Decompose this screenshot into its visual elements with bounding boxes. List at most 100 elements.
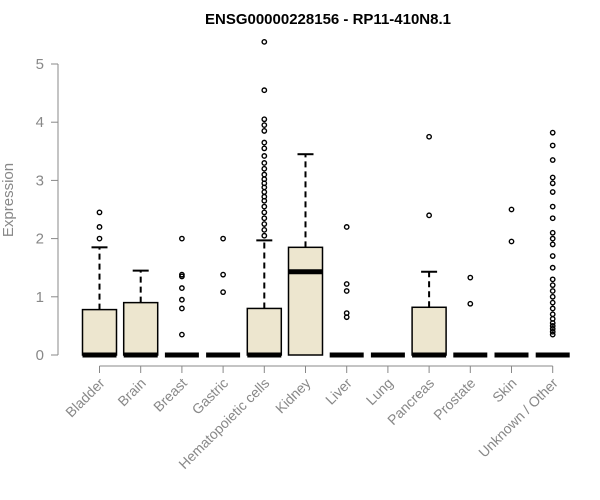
outlier-point xyxy=(549,311,556,318)
x-tick-label: Lung xyxy=(363,375,396,408)
box-unknown-other xyxy=(535,129,570,373)
outlier-point xyxy=(261,128,268,134)
box-liver xyxy=(329,224,364,373)
outlier-point xyxy=(549,328,556,335)
outlier-point xyxy=(343,288,350,294)
outlier-point xyxy=(261,116,268,123)
y-tick-label: 1 xyxy=(36,289,44,306)
outlier-point xyxy=(96,224,103,230)
outlier-point xyxy=(343,310,350,316)
outlier-point xyxy=(549,129,556,136)
outlier-point xyxy=(261,176,268,183)
outlier-point xyxy=(261,139,268,146)
outlier-point xyxy=(261,215,268,222)
outlier-point xyxy=(549,322,556,329)
outlier-point xyxy=(549,325,556,332)
box-prostate xyxy=(453,274,488,373)
outlier-point xyxy=(178,296,185,303)
outlier-point xyxy=(508,238,515,245)
box-hematopoietic-cells xyxy=(246,38,283,373)
outlier-point xyxy=(261,171,268,178)
box-gastric xyxy=(206,235,241,373)
outlier-point xyxy=(261,209,268,216)
y-tick-label: 3 xyxy=(36,172,44,189)
x-tick-label: Kidney xyxy=(272,375,314,417)
outlier-point xyxy=(178,331,185,338)
outlier-point xyxy=(343,281,350,287)
x-tick-label: Liver xyxy=(322,375,355,408)
y-axis-label: Expression xyxy=(0,163,17,237)
x-tick-label: Skin xyxy=(489,375,520,406)
x-tick-label: Brain xyxy=(114,375,148,409)
outlier-point xyxy=(549,288,556,294)
outlier-point xyxy=(467,300,474,307)
outlier-point xyxy=(549,282,556,289)
chart-title: ENSG00000228156 - RP11-410N8.1 xyxy=(205,11,451,28)
outlier-point xyxy=(549,241,556,248)
outlier-point xyxy=(261,203,268,210)
outlier-point xyxy=(549,180,556,187)
x-tick-label: Breast xyxy=(150,375,190,415)
outlier-point xyxy=(261,193,268,200)
box-breast xyxy=(164,235,199,373)
outlier-point xyxy=(343,224,350,230)
outlier-point xyxy=(549,235,556,242)
outlier-point xyxy=(549,229,556,236)
outlier-point xyxy=(178,285,185,291)
box-skin xyxy=(494,206,529,373)
outlier-point xyxy=(261,221,268,227)
box-bladder xyxy=(81,209,118,373)
box-lung xyxy=(370,352,405,373)
outlier-point xyxy=(178,271,185,278)
box-iqr xyxy=(287,246,324,356)
outlier-point xyxy=(549,203,556,210)
outlier-point xyxy=(261,122,268,129)
outlier-point xyxy=(549,316,556,322)
outlier-point xyxy=(549,189,556,195)
outlier-point xyxy=(261,189,268,195)
outlier-point xyxy=(508,206,515,213)
outlier-point xyxy=(426,212,432,219)
outlier-point xyxy=(261,165,268,172)
outlier-point xyxy=(178,235,185,242)
y-tick-label: 2 xyxy=(36,231,44,248)
outlier-point xyxy=(178,305,185,312)
outlier-point xyxy=(261,38,268,45)
outlier-point xyxy=(549,157,556,163)
box-iqr xyxy=(122,301,159,356)
outlier-point xyxy=(261,153,268,159)
y-tick-label: 0 xyxy=(36,347,44,364)
x-tick-label: Prostate xyxy=(430,375,478,423)
outlier-point xyxy=(549,253,556,259)
outlier-point xyxy=(261,226,268,233)
box-brain xyxy=(122,269,159,373)
outlier-point xyxy=(426,133,432,140)
outlier-point xyxy=(549,305,556,312)
outlier-point xyxy=(549,276,556,283)
outlier-point xyxy=(549,293,556,300)
y-axis: 0 1 2 3 4 5 xyxy=(36,56,59,364)
outlier-point xyxy=(467,274,474,281)
outlier-point xyxy=(220,271,227,278)
box-pancreas xyxy=(411,133,447,373)
outlier-point xyxy=(261,87,268,94)
outlier-point xyxy=(549,215,556,222)
outlier-point xyxy=(261,232,268,239)
outlier-point xyxy=(220,289,227,296)
outlier-point xyxy=(549,331,556,338)
outlier-point xyxy=(549,174,556,181)
outlier-point xyxy=(261,160,268,166)
box-iqr xyxy=(246,307,283,356)
box-kidney xyxy=(287,153,324,373)
outlier-point xyxy=(549,264,556,271)
outlier-point xyxy=(220,235,227,242)
outlier-point xyxy=(549,142,556,149)
outlier-point xyxy=(549,299,556,306)
plot-area xyxy=(81,38,570,373)
outlier-point xyxy=(96,235,103,242)
x-tick-label: Bladder xyxy=(62,375,108,421)
outlier-point xyxy=(261,145,268,152)
y-tick-label: 4 xyxy=(36,114,44,131)
